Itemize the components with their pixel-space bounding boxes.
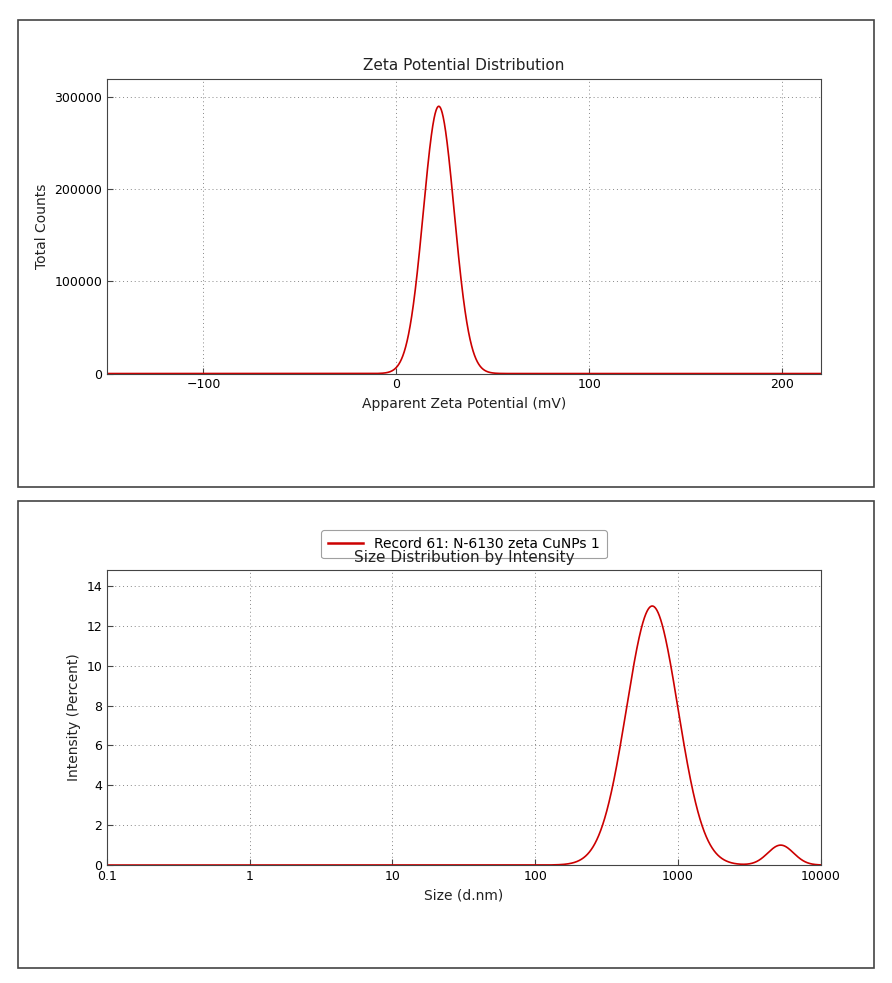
Title: Size Distribution by Intensity: Size Distribution by Intensity [353, 549, 574, 565]
X-axis label: Apparent Zeta Potential (mV): Apparent Zeta Potential (mV) [362, 397, 566, 411]
Legend: Record 61: N-6130 zeta CuNPs 1: Record 61: N-6130 zeta CuNPs 1 [321, 531, 607, 558]
Title: Zeta Potential Distribution: Zeta Potential Distribution [363, 58, 565, 74]
Y-axis label: Intensity (Percent): Intensity (Percent) [67, 654, 81, 781]
Y-axis label: Total Counts: Total Counts [35, 184, 49, 268]
X-axis label: Size (d.nm): Size (d.nm) [425, 889, 503, 902]
